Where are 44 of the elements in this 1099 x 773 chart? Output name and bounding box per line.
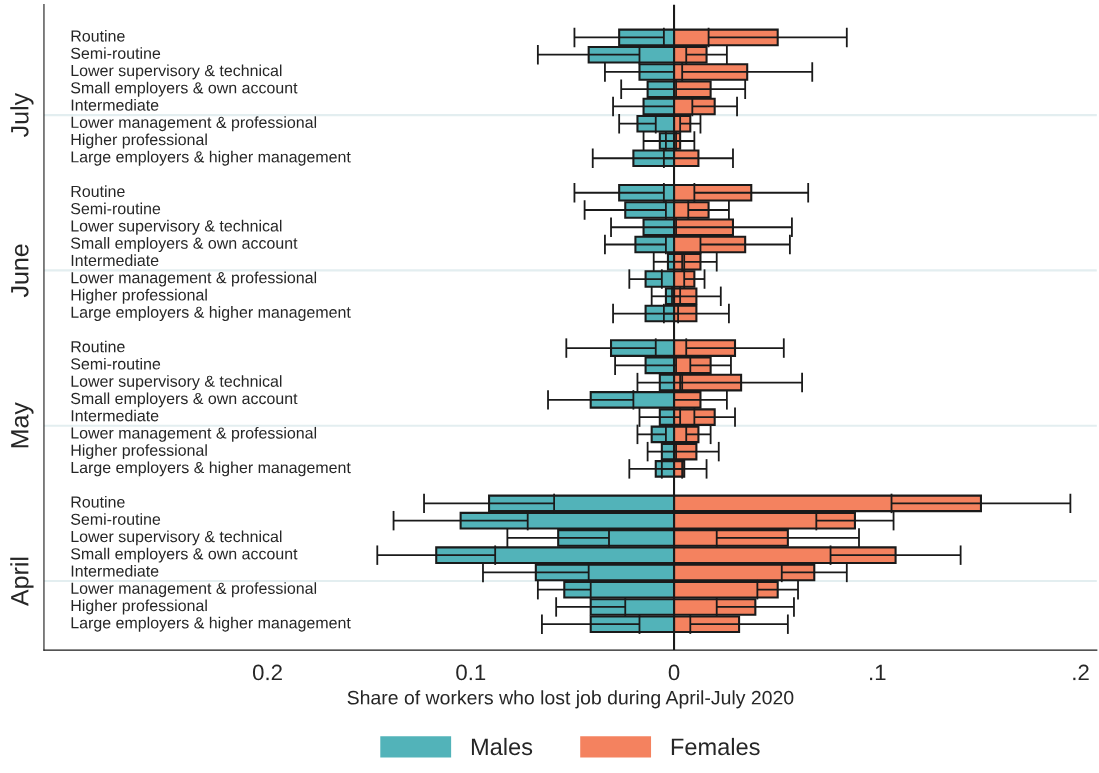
x-tick-label: 0.1	[456, 664, 486, 681]
y-tick-label: Routine	[71, 185, 125, 198]
text: May	[11, 402, 34, 448]
y-tick-label: Large employers & higher management	[71, 150, 351, 166]
y-tick-label: Lower management & professional	[71, 426, 317, 442]
y-tick-label: Intermediate	[71, 409, 159, 422]
y-tick-label: Routine	[71, 495, 125, 508]
y-tick-label: Higher professional	[71, 599, 207, 615]
y-tick-label: Intermediate	[71, 564, 159, 577]
y-tick-label: Small employers & own account	[71, 547, 298, 563]
y-tick-label: Semi-routine	[71, 202, 161, 215]
y-tick-label: Lower management & professional	[71, 116, 317, 132]
y-tick-label: Lower supervisory & technical	[71, 375, 282, 391]
x-tick-label: .2	[1073, 664, 1089, 681]
y-tick-label: Intermediate	[71, 99, 159, 111]
x-tick-label: 0.2	[252, 664, 282, 681]
text: June	[11, 244, 29, 298]
y-tick-label: Large employers & higher management	[71, 461, 351, 477]
y-tick-label: Large employers & higher management	[71, 616, 351, 632]
y-tick-label: Small employers & own account	[71, 237, 298, 252]
y-tick-label: Lower management & professional	[71, 271, 317, 287]
y-tick-label: Lower supervisory & technical	[71, 530, 282, 546]
y-tick-label: Lower supervisory & technical	[71, 64, 282, 80]
legend-label: Males	[471, 737, 533, 756]
y-tick-label: Routine	[71, 29, 125, 42]
y-tick-label: Small employers & own account	[71, 81, 298, 97]
legend-label: Females	[671, 737, 760, 756]
y-tick-label: Large employers & higher management	[71, 306, 351, 321]
x-tick-label: 0	[668, 664, 680, 681]
y-tick-label: Semi-routine	[71, 513, 161, 525]
y-tick-label: Semi-routine	[71, 357, 161, 370]
y-tick-label: Routine	[71, 340, 125, 353]
y-tick-label: Higher professional	[71, 133, 207, 149]
y-tick-label: Higher professional	[71, 288, 207, 304]
y-tick-label: Lower supervisory & technical	[71, 219, 282, 235]
text: April	[10, 557, 34, 607]
y-tick-label: Small employers & own account	[71, 392, 298, 408]
y-tick-label: Lower management & professional	[71, 582, 317, 598]
x-axis-title: Share of workers who lost job during April-July 2020	[347, 690, 794, 709]
y-tick-label: Semi-routine	[71, 47, 161, 59]
text: July	[10, 92, 34, 137]
y-tick-label: Higher professional	[71, 444, 207, 460]
x-tick-label: .1	[870, 664, 886, 681]
y-tick-label: Intermediate	[71, 254, 159, 267]
